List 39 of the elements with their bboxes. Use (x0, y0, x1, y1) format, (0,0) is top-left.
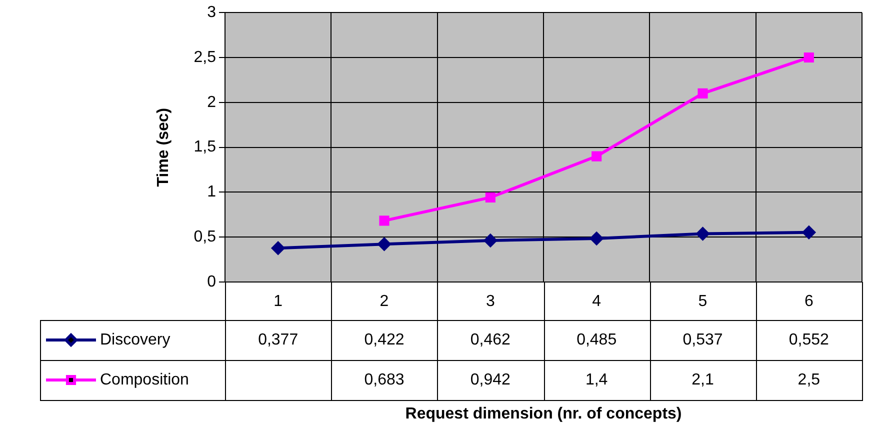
x-tick-label: 5 (698, 293, 708, 310)
y-tick-label: 2,5 (194, 48, 216, 66)
point (696, 227, 710, 240)
y-tick-label: 1,5 (194, 138, 216, 156)
x-tick-label: 3 (486, 293, 495, 310)
x-tick-label: 4 (592, 293, 602, 310)
point (804, 52, 814, 63)
data-label: 0,485 (576, 331, 617, 348)
y-tick-label: 1 (207, 184, 216, 201)
legend-label: Composition (100, 371, 189, 388)
point (592, 151, 602, 162)
point (590, 232, 604, 245)
point (379, 216, 390, 226)
y-tick-label: 3 (207, 4, 216, 22)
data-label: 0,462 (470, 331, 511, 348)
data-label: 0,683 (364, 371, 404, 388)
point (378, 238, 391, 251)
data-label: 0,377 (258, 331, 298, 348)
data-label: 0,552 (788, 331, 830, 348)
y-tick-label: 0 (207, 273, 216, 290)
y-tick-label: 0,5 (194, 228, 216, 246)
point (272, 242, 285, 255)
data-label: 2,1 (692, 371, 714, 388)
data-label: 0,422 (364, 331, 404, 348)
point (484, 234, 497, 248)
x-tick-label: 2 (380, 293, 389, 310)
data-label: 2,5 (798, 371, 820, 388)
point (485, 192, 496, 202)
legend-label: Discovery (100, 331, 170, 348)
data-label: 1,4 (585, 371, 608, 388)
data-label: 0,942 (470, 371, 511, 388)
text: Request dimension (nr. of concepts) (405, 405, 682, 422)
x-tick-label: 1 (274, 293, 283, 310)
y-axis-title: Time (sec) (155, 108, 172, 187)
point (698, 88, 708, 98)
point (802, 226, 816, 239)
x-tick-label: 6 (804, 293, 814, 310)
y-tick-label: 2 (207, 94, 216, 111)
data-label: 0,537 (682, 331, 723, 348)
